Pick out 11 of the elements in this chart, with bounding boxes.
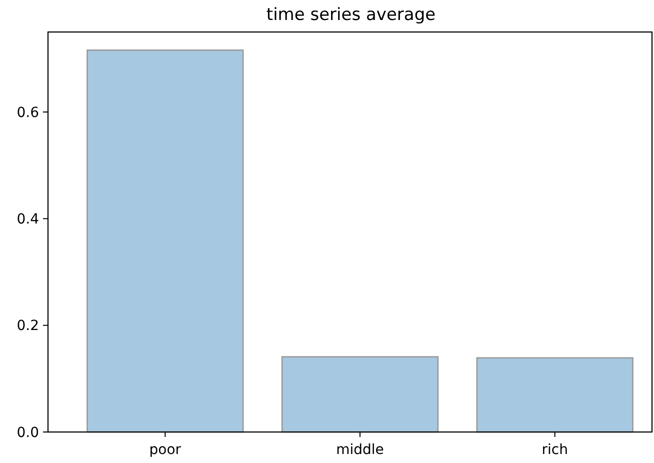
bar	[476, 357, 634, 433]
x-tick-label: rich	[542, 442, 568, 458]
y-tick-label: 0.6	[16, 104, 40, 121]
chart-title: time series average	[266, 5, 436, 25]
bar	[86, 49, 244, 433]
y-tick-label: 0.4	[16, 212, 40, 228]
bar	[281, 356, 439, 433]
y-tick-label: 0.0	[16, 424, 39, 441]
x-tick-label: middle	[336, 442, 384, 458]
y-tick-label: 0.2	[16, 318, 39, 334]
x-tick-label: poor	[149, 442, 182, 458]
